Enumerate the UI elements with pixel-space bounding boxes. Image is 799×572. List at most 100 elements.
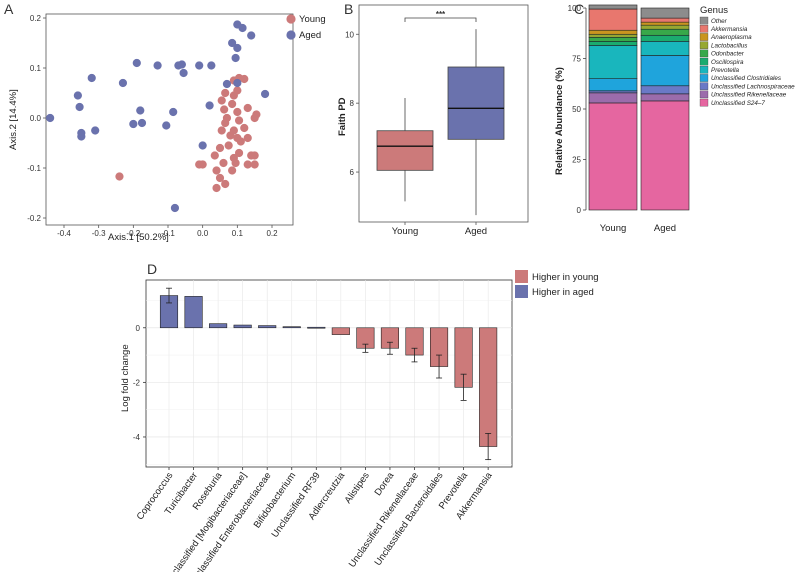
- data-point-aged: [118, 78, 128, 88]
- data-point-aged: [238, 23, 247, 33]
- bar-segment: [588, 8, 638, 31]
- legend-label: Prevotella: [711, 67, 739, 74]
- legend-label: Anaeroplasma: [710, 34, 752, 41]
- bar-segment: [640, 17, 690, 23]
- legend-swatch: [699, 49, 709, 58]
- box-young: [376, 130, 434, 171]
- bar-young: [479, 327, 498, 447]
- data-point-young: [250, 160, 259, 169]
- data-point-aged: [233, 78, 242, 88]
- data-point-young: [220, 105, 229, 114]
- bar-young: [331, 327, 350, 335]
- x-tick-label: Alistipes: [343, 470, 372, 505]
- y-tick-label: 8: [350, 99, 355, 108]
- legend-label: Higher in young: [532, 272, 599, 283]
- data-point-young: [212, 183, 221, 193]
- data-point-aged: [91, 126, 100, 135]
- y-tick-label: 25: [572, 156, 581, 165]
- x-tick-label: 0.0: [197, 229, 209, 238]
- legend-label: Akkermansia: [710, 26, 748, 33]
- legend-label-young: Young: [299, 14, 326, 25]
- y-axis-label: Log fold change: [120, 344, 131, 412]
- data-point-young: [115, 172, 124, 181]
- box-aged: [447, 66, 505, 140]
- data-point-aged: [162, 121, 171, 130]
- significance-label: ***: [436, 10, 446, 19]
- y-tick-label: 100: [568, 4, 582, 13]
- y-tick-label: 50: [572, 105, 581, 114]
- data-point-young: [217, 96, 226, 105]
- data-point-aged: [233, 43, 242, 53]
- legend-label-aged: Aged: [299, 30, 321, 41]
- data-point-aged: [260, 89, 270, 99]
- bar-segment: [588, 41, 638, 46]
- x-tick-label: -0.4: [57, 229, 71, 238]
- data-point-aged: [137, 118, 147, 128]
- y-tick-label: 75: [572, 55, 581, 64]
- panel-b: 6 8 10 Faith PD Young Aged ***: [337, 4, 529, 237]
- data-point-young: [250, 113, 259, 123]
- significance-bracket: [404, 17, 477, 22]
- x-tick-label: 0.2: [266, 229, 278, 238]
- legend-swatch: [515, 285, 528, 298]
- data-point-young: [221, 88, 230, 98]
- data-point-young: [243, 103, 252, 113]
- bar-aged: [233, 324, 252, 329]
- data-point-young: [215, 143, 225, 153]
- panel-letter-d: D: [147, 261, 157, 277]
- data-point-young: [210, 151, 219, 160]
- legend-swatch: [699, 82, 709, 90]
- plot-frame: [358, 4, 529, 223]
- x-tick-label: Aged: [465, 226, 487, 237]
- data-point-aged: [46, 113, 55, 123]
- legend-label: Lactobacillus: [711, 42, 748, 49]
- legend-swatch: [699, 25, 709, 33]
- legend-swatch: [515, 270, 528, 283]
- legend-swatch: [699, 98, 709, 107]
- legend-label: Higher in aged: [532, 287, 594, 298]
- legend-swatch: [699, 16, 709, 25]
- bar-segment: [640, 100, 690, 211]
- data-point-aged: [87, 73, 96, 83]
- x-tick-label: -0.1: [161, 229, 175, 238]
- bar-segment: [640, 85, 690, 95]
- plot-frame: [45, 13, 294, 226]
- panel-letter-c: C: [574, 1, 584, 17]
- x-tick-label: 0.1: [232, 229, 244, 238]
- y-tick-label: -0.2: [27, 214, 41, 223]
- legend-label: Unclassified S24–7: [711, 100, 765, 107]
- data-point-young: [240, 74, 249, 84]
- bar-segment: [588, 102, 638, 211]
- data-point-young: [234, 116, 244, 125]
- y-tick-label: 0.0: [30, 114, 42, 123]
- bar-segment: [640, 28, 690, 36]
- data-point-young: [224, 141, 233, 150]
- data-point-aged: [170, 203, 180, 213]
- bar-segment: [588, 78, 638, 92]
- legend-label: Unclassified Lachnospiraceae: [711, 83, 795, 90]
- data-point-young: [240, 123, 249, 133]
- bar-aged: [307, 326, 326, 329]
- data-point-young: [236, 137, 245, 146]
- x-tick-label: Young: [600, 223, 627, 234]
- legend-dot-young: [286, 14, 296, 24]
- data-point-aged: [207, 61, 216, 70]
- x-tick-label: -0.2: [126, 229, 140, 238]
- data-point-aged: [231, 53, 240, 63]
- bar-segment: [588, 4, 638, 10]
- data-point-aged: [228, 38, 237, 48]
- data-point-young: [217, 126, 226, 135]
- data-point-aged: [153, 61, 162, 70]
- x-axis-label: Axis.1 [50.2%]: [108, 232, 169, 243]
- data-point-young: [228, 166, 237, 175]
- legend-swatch: [699, 33, 709, 41]
- bar-aged: [258, 325, 277, 329]
- panel-letter-a: A: [4, 1, 14, 17]
- legend-swatch: [699, 74, 709, 82]
- legend-label: Odoribacter: [711, 51, 745, 58]
- bar-segment: [640, 24, 690, 30]
- x-tick-label: Aged: [654, 223, 676, 234]
- legend-label: Oscillospira: [711, 59, 744, 66]
- bar-aged: [282, 326, 301, 329]
